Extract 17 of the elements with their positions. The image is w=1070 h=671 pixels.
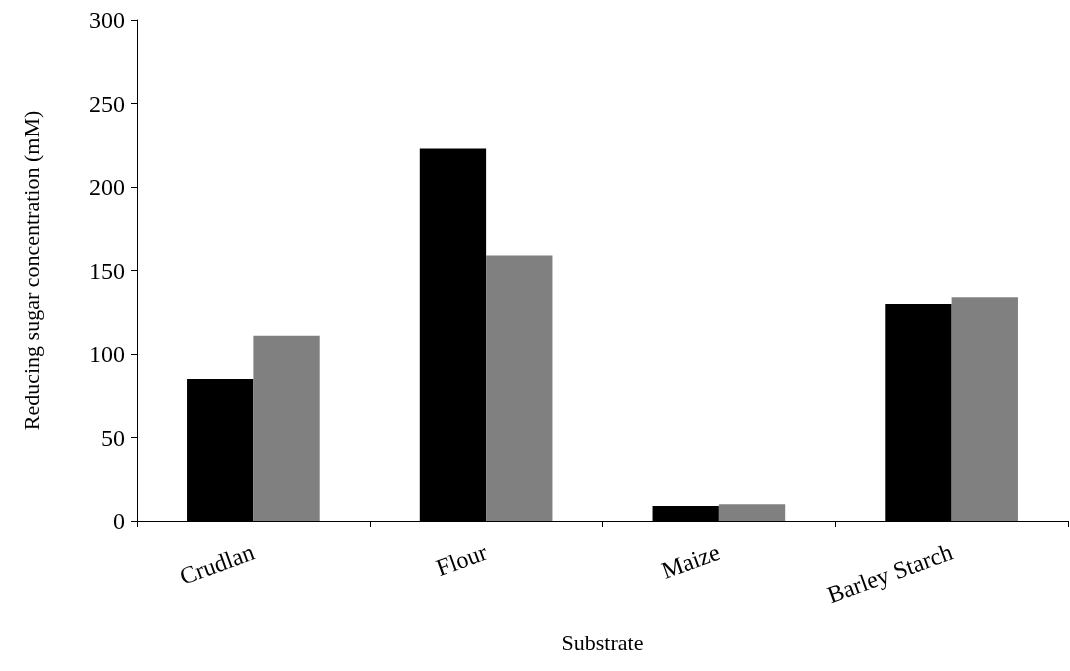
x-tick-label: Maize [658,538,724,584]
y-axis-title: Reducing sugar concentration (mM) [18,110,44,431]
bar [718,504,786,521]
y-tick-label: 200 [89,174,125,200]
x-tick-label: Flour [432,538,491,581]
y-tick-label: 150 [89,257,125,284]
bar [253,335,320,521]
bar [951,297,1018,521]
y-tick-label: 300 [89,7,125,33]
x-tick-label: Crudlan [176,538,258,590]
x-axis-title: Substrate [561,629,644,655]
y-tick-label: 100 [89,341,125,367]
x-tick-label: Barley Starch [823,538,957,609]
y-tick-label: 0 [113,508,125,534]
y-tick-label: 50 [101,424,125,451]
y-tick-label: 250 [89,90,125,117]
bar [486,255,553,521]
